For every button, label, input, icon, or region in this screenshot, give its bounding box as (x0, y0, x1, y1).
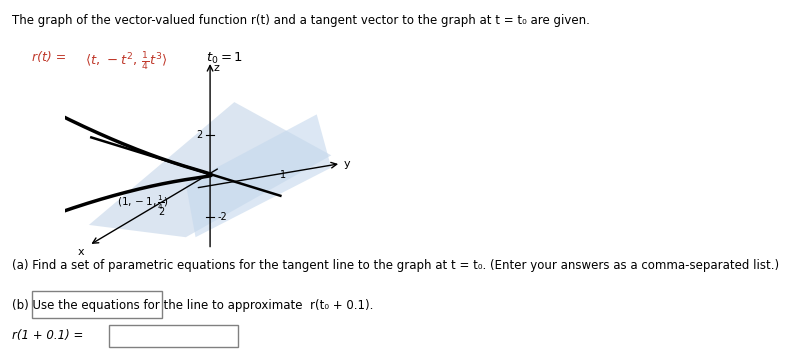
Polygon shape (89, 102, 331, 237)
Text: (a) Find a set of parametric equations for the tangent line to the graph at t = : (a) Find a set of parametric equations f… (12, 259, 779, 273)
Text: 1: 1 (280, 170, 286, 180)
Text: 2: 2 (158, 207, 165, 216)
Text: $\langle t,\, -t^2,\, \frac{1}{4}t^3\rangle$: $\langle t,\, -t^2,\, \frac{1}{4}t^3\ran… (85, 51, 167, 73)
Polygon shape (186, 114, 331, 237)
Text: The graph of the vector-valued function r(t) and a tangent vector to the graph a: The graph of the vector-valued function … (12, 14, 590, 27)
Text: 2: 2 (196, 130, 203, 140)
Text: r(t) =: r(t) = (32, 51, 70, 64)
Text: (b) Use the equations for the line to approximate  r(t₀ + 0.1).: (b) Use the equations for the line to ap… (12, 299, 373, 312)
Text: z: z (214, 63, 220, 73)
Text: $t_0 = 1$: $t_0 = 1$ (206, 51, 243, 66)
Text: -2: -2 (217, 212, 227, 222)
Text: r(1 + 0.1) =: r(1 + 0.1) = (12, 329, 83, 342)
Text: y: y (343, 159, 350, 169)
Text: $(1,-1,\frac{1}{4})$: $(1,-1,\frac{1}{4})$ (117, 193, 169, 212)
FancyBboxPatch shape (32, 291, 162, 318)
FancyBboxPatch shape (109, 325, 238, 347)
Text: x: x (78, 247, 84, 257)
